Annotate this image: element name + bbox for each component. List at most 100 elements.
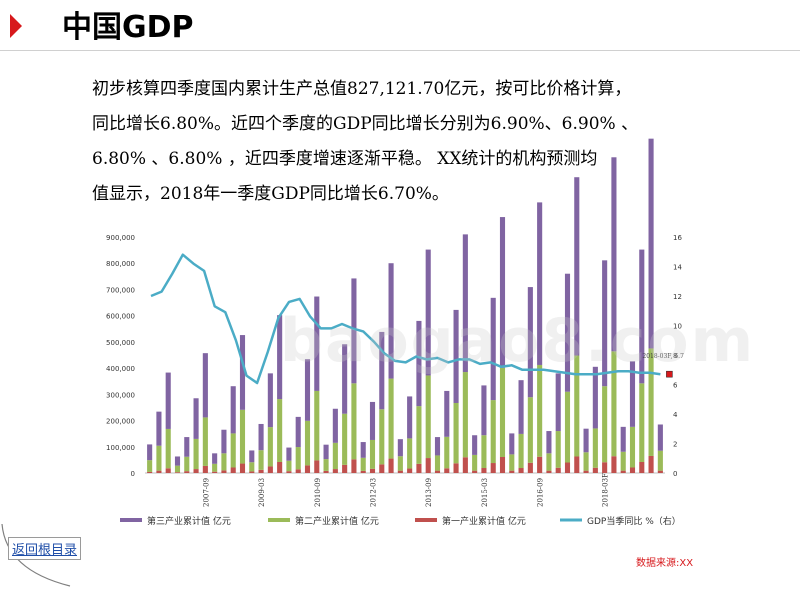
bar-segment — [583, 470, 589, 473]
bar-segment — [657, 470, 663, 473]
bar-segment — [639, 461, 645, 473]
bar-segment — [193, 438, 199, 470]
bar-segment — [574, 355, 580, 457]
bar-segment — [639, 383, 645, 462]
bar-segment — [165, 372, 171, 429]
bar-segment — [304, 465, 311, 473]
bar-segment — [165, 428, 171, 469]
bar-segment — [537, 364, 543, 457]
x-tick-label: 2012-03 — [370, 478, 378, 507]
bar-segment — [564, 273, 571, 392]
y-right-tick-label: 2 — [673, 441, 677, 449]
bar-segment — [620, 470, 626, 473]
y-left-tick-label: 900,000 — [106, 234, 135, 242]
bar-segment — [490, 463, 496, 473]
bar-segment — [184, 471, 190, 473]
y-right-tick-label: 4 — [673, 411, 678, 419]
bar-segment — [527, 287, 533, 398]
bar-segment — [323, 444, 329, 460]
bar-segment — [221, 470, 227, 473]
y-left-tick-label: 800,000 — [106, 260, 135, 268]
back-to-root-link[interactable]: 返回根目录 — [8, 537, 82, 560]
bar-segment — [481, 468, 487, 473]
summary-line: 初步核算四季度国内累计生产总值827,121.70亿元，按可比价格计算， — [92, 79, 632, 99]
bar-segment — [481, 435, 487, 469]
bar-segment — [546, 431, 552, 454]
bar-segment — [147, 460, 153, 472]
bar-segment — [351, 459, 357, 473]
bar-segment — [555, 431, 561, 468]
bar-segment — [277, 315, 283, 400]
bar-segment — [314, 296, 320, 391]
bar-segment — [230, 433, 236, 468]
bar-segment — [156, 470, 162, 473]
bar-segment — [295, 469, 301, 473]
bar-segment — [239, 409, 246, 464]
bar-segment — [267, 466, 273, 473]
bar-segment — [574, 177, 580, 356]
bar-segment — [490, 297, 496, 401]
bar-segment — [434, 437, 441, 456]
y-left-tick-label: 100,000 — [106, 444, 135, 452]
bar-segment — [156, 445, 162, 471]
bar-segment — [611, 456, 617, 473]
bar-segment — [379, 331, 385, 410]
bar-segment — [425, 375, 431, 459]
forecast-annotation: 2018-03F, 6.7 — [642, 353, 684, 360]
bar-segment — [369, 401, 376, 440]
bar-segment — [369, 468, 376, 473]
y-left-tick-label: 300,000 — [106, 391, 135, 399]
bar-segment — [416, 406, 422, 464]
bar-segment — [258, 423, 264, 451]
bar-segment — [657, 450, 663, 471]
bar-segment — [379, 464, 385, 473]
bar-segment — [360, 457, 366, 471]
bar-segment — [648, 348, 654, 456]
bar-segment — [230, 467, 236, 473]
bar-segment — [239, 335, 246, 410]
page-title: 中国GDP — [62, 10, 194, 45]
bar-segment — [267, 373, 273, 428]
bar-segment — [499, 367, 506, 458]
bar-segment — [277, 461, 283, 473]
y-right-tick-label: 14 — [673, 264, 682, 272]
bar-segment — [416, 320, 422, 407]
bar-segment — [369, 439, 376, 469]
bar-segment — [620, 426, 626, 452]
bar-segment — [230, 386, 236, 434]
x-tick-label: 2010-09 — [314, 478, 322, 507]
bar-segment — [342, 413, 348, 465]
bar-segment — [286, 471, 292, 473]
bar-segment — [444, 468, 450, 473]
bar-segment — [295, 416, 301, 448]
bar-segment — [165, 468, 171, 473]
bar-segment — [249, 450, 255, 463]
bar-segment — [546, 470, 552, 473]
gdp-yoy-line — [150, 253, 661, 385]
bar-segment — [212, 453, 218, 464]
forecast-marker — [666, 370, 673, 378]
x-tick-label: 2018-03F — [602, 473, 610, 507]
bar-segment — [611, 157, 617, 352]
bar-segment — [629, 467, 636, 473]
bar-segment — [323, 459, 329, 471]
y-right-tick-label: 10 — [673, 323, 682, 331]
bar-segment — [453, 309, 459, 403]
x-tick-label: 2016-09 — [537, 478, 545, 507]
y-right-tick-label: 6 — [673, 382, 678, 390]
bar-segment — [648, 455, 654, 473]
bar-segment — [499, 457, 506, 473]
bar-segment — [490, 400, 496, 464]
bar-segment — [416, 463, 422, 473]
bar-segment — [174, 472, 181, 473]
bar-segment — [657, 424, 663, 451]
bar-segment — [174, 456, 181, 466]
bar-segment — [351, 278, 357, 384]
y-right-tick-label: 16 — [673, 234, 682, 242]
summary-line: 同比增长6.80%。近四个季度的GDP同比增长分别为6.90%、6.90% 、 — [92, 114, 639, 134]
bar-segment — [249, 471, 255, 473]
bar-segment — [407, 438, 413, 469]
x-tick-label: 2007-09 — [202, 478, 210, 507]
bar-segment — [453, 463, 459, 473]
bar-segment — [407, 396, 413, 439]
